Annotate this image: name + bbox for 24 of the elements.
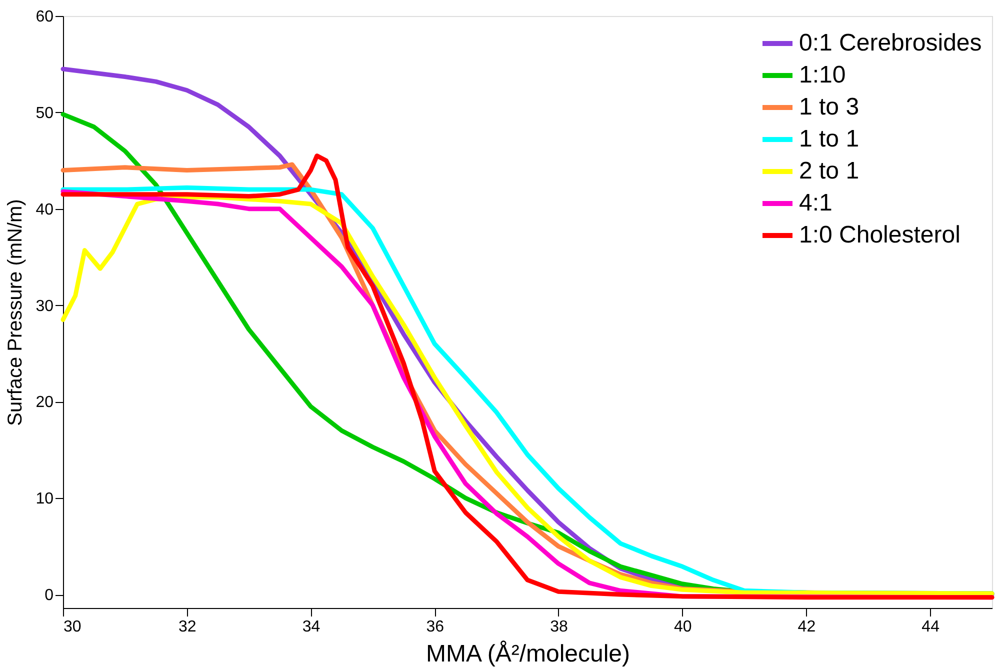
legend-label: 1:10 — [799, 62, 846, 88]
x-tick-label: 44 — [922, 618, 940, 636]
legend-label: 1 to 3 — [799, 94, 860, 120]
x-tick-label: 34 — [302, 618, 320, 636]
y-tick-label: 40 — [36, 201, 54, 218]
legend-label: 1:0 Cholesterol — [799, 222, 960, 248]
y-tick-label: 60 — [36, 8, 54, 26]
x-axis-title: MMA (Å²/molecule) — [426, 640, 630, 668]
x-tick-label: 38 — [550, 618, 568, 636]
x-tick-label: 36 — [426, 618, 444, 636]
legend-label: 2 to 1 — [799, 158, 860, 184]
y-axis-title: Surface Pressure (mN/m) — [4, 199, 27, 426]
x-tick-label: 30 — [64, 618, 82, 636]
y-tick-label: 0 — [44, 587, 54, 604]
y-tick-label: 20 — [36, 394, 54, 412]
legend-label: 1 to 1 — [799, 126, 860, 152]
y-tick-label: 50 — [36, 104, 54, 122]
y-tick-label: 10 — [36, 490, 54, 508]
y-tick-label: 30 — [36, 298, 54, 315]
legend-label: 4:1 — [799, 190, 832, 216]
legend-label: 0:1 Cerebrosides — [799, 30, 982, 56]
x-tick-label: 32 — [178, 618, 196, 636]
x-tick-label: 40 — [674, 618, 692, 636]
x-tick-label: 42 — [798, 618, 816, 636]
